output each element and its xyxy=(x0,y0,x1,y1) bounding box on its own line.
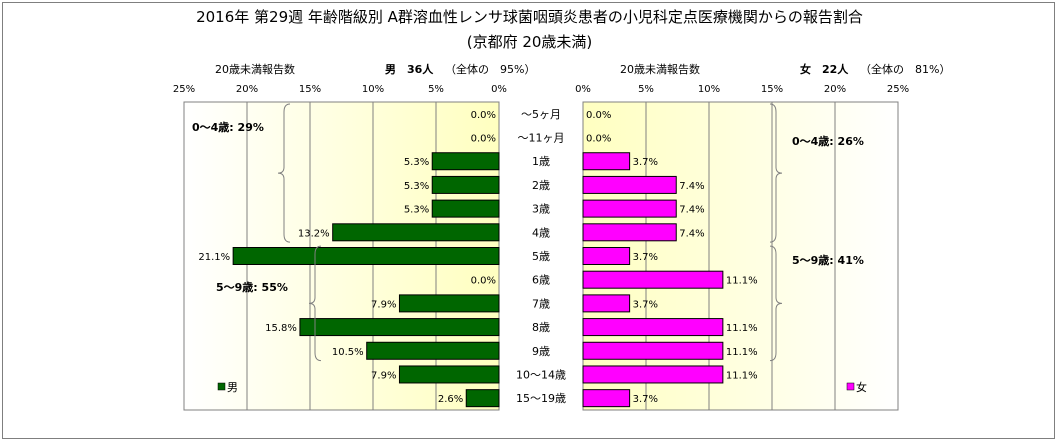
age-category-label: 5歳 xyxy=(532,250,550,263)
left-x-tick-label: 25% xyxy=(173,84,195,95)
right-ratio: （全体の 81%） xyxy=(860,63,951,76)
female-bar xyxy=(582,175,677,194)
age-category-label: 15～19歳 xyxy=(516,392,566,405)
right-x-tick-label: 20% xyxy=(824,84,846,95)
male-legend-swatch xyxy=(217,382,226,391)
male-bar-label: 21.1% xyxy=(198,252,230,263)
male-bar xyxy=(398,294,500,313)
female-bar-label: 3.7% xyxy=(633,299,658,310)
age-category-label: 7歳 xyxy=(532,297,550,310)
right-x-tick-label: 15% xyxy=(761,84,783,95)
age-category-label: 6歳 xyxy=(532,274,550,287)
male-bar xyxy=(465,389,500,408)
male-bar xyxy=(431,175,500,194)
age-category-label: ～11ヶ月 xyxy=(518,132,565,145)
chart-subtitle: (京都府 20歳未満) xyxy=(466,33,593,51)
male-bar xyxy=(431,152,500,171)
left-x-tick-label: 0% xyxy=(491,84,507,95)
right-caption: 20歳未満報告数 xyxy=(620,63,700,76)
female-bar-label: 11.1% xyxy=(726,323,758,334)
age-category-label: 4歳 xyxy=(532,226,550,239)
right-sex-count: 女 22人 xyxy=(800,63,849,76)
female-bar-label: 7.4% xyxy=(679,228,704,239)
right-x-tick-label: 25% xyxy=(887,84,909,95)
female-bar xyxy=(582,152,631,171)
female-brace-0-4 xyxy=(769,103,783,243)
male-brace-5-9 xyxy=(308,245,322,362)
male-bar-label: 5.3% xyxy=(404,205,429,216)
right-x-tick-label: 10% xyxy=(698,84,720,95)
age-category-label: 8歳 xyxy=(532,321,550,334)
female-group-0-4-annotation: 0～4歳: 26% xyxy=(792,134,864,148)
female-bar xyxy=(582,270,724,289)
female-bar-label: 3.7% xyxy=(633,157,658,168)
female-bar-label: 11.1% xyxy=(726,347,758,358)
female-bar xyxy=(582,199,677,218)
male-bar-label: 13.2% xyxy=(298,228,330,239)
left-ratio: （全体の 95%） xyxy=(445,63,536,76)
female-bar-label: 7.4% xyxy=(679,205,704,216)
male-bar-label: 2.6% xyxy=(438,394,463,405)
female-bar xyxy=(582,294,631,313)
male-bar-label: 10.5% xyxy=(332,347,364,358)
age-category-label: 1歳 xyxy=(532,155,550,168)
female-bar-label: 0.0% xyxy=(586,134,611,145)
male-bar xyxy=(332,223,500,242)
male-bar-label: 15.8% xyxy=(265,323,297,334)
female-bar xyxy=(582,247,631,265)
left-caption: 20歳未満報告数 xyxy=(215,63,295,76)
female-brace-5-9 xyxy=(769,245,783,362)
female-bar-label: 11.1% xyxy=(726,370,758,381)
female-bar-label: 11.1% xyxy=(726,276,758,287)
male-bar-label: 0.0% xyxy=(471,110,496,121)
right-x-tick-label: 0% xyxy=(575,84,591,95)
age-category-label: 10～14歳 xyxy=(516,368,566,381)
age-category-label: ～5ヶ月 xyxy=(521,108,561,121)
age-category-label: 3歳 xyxy=(532,203,550,216)
male-bar xyxy=(232,247,500,265)
male-brace-0-4 xyxy=(277,103,291,243)
male-bar xyxy=(398,365,500,384)
female-bar xyxy=(582,389,631,408)
female-bar-label: 3.7% xyxy=(633,394,658,405)
male-bar xyxy=(431,199,500,218)
male-bar xyxy=(366,341,500,360)
male-bar-label: 7.9% xyxy=(371,370,396,381)
female-bar-label: 0.0% xyxy=(586,110,611,121)
age-category-label: 9歳 xyxy=(532,345,550,358)
left-x-tick-label: 15% xyxy=(299,84,321,95)
male-bar-label: 5.3% xyxy=(404,157,429,168)
male-group-5-9-annotation: 5～9歳: 55% xyxy=(216,280,288,294)
age-category-label: 2歳 xyxy=(532,179,550,192)
female-legend-label: 女 xyxy=(856,380,867,394)
male-legend-label: 男 xyxy=(227,381,238,394)
male-bar-label: 0.0% xyxy=(471,276,496,287)
female-bar xyxy=(582,223,677,242)
male-bar-label: 0.0% xyxy=(471,134,496,145)
female-legend-swatch xyxy=(846,382,855,391)
left-x-tick-label: 20% xyxy=(236,84,258,95)
left-sex-count: 男 36人 xyxy=(385,63,434,76)
female-bar xyxy=(582,365,724,384)
male-group-0-4-annotation: 0～4歳: 29% xyxy=(192,120,264,134)
female-bar-label: 7.4% xyxy=(679,181,704,192)
left-x-tick-label: 10% xyxy=(362,84,384,95)
female-bar-label: 3.7% xyxy=(633,252,658,263)
female-bar xyxy=(582,341,724,360)
male-bar-label: 5.3% xyxy=(404,181,429,192)
female-group-5-9-annotation: 5～9歳: 41% xyxy=(792,253,864,267)
left-x-tick-label: 5% xyxy=(428,84,444,95)
female-bar xyxy=(582,318,724,337)
chart-title: 2016年 第29週 年齢階級別 A群溶血性レンサ球菌咽頭炎患者の小児科定点医療… xyxy=(196,8,863,26)
right-x-tick-label: 5% xyxy=(638,84,654,95)
male-bar-label: 7.9% xyxy=(371,299,396,310)
male-bar xyxy=(299,318,500,337)
